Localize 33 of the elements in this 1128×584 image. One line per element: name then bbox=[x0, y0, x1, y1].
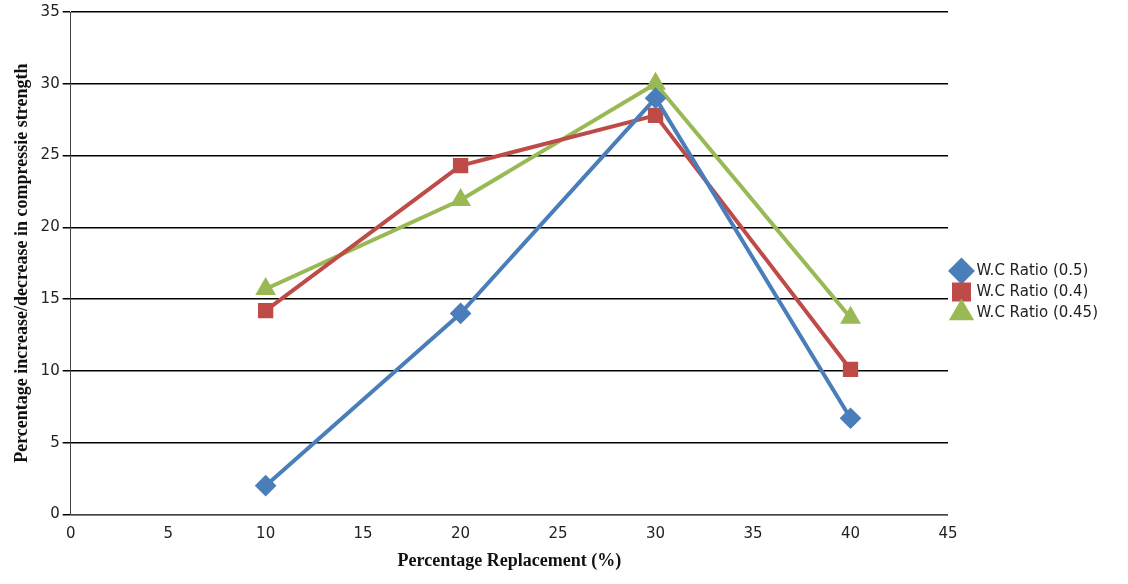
x-tick-label: 0 bbox=[65, 524, 76, 543]
legend-label: W.C Ratio (0.45) bbox=[976, 302, 1099, 321]
x-tick-label: 35 bbox=[743, 524, 763, 543]
y-tick-label: 30 bbox=[40, 73, 60, 92]
legend-label: W.C Ratio (0.5) bbox=[976, 260, 1089, 279]
point bbox=[451, 190, 470, 207]
y-tick-label: 25 bbox=[40, 145, 60, 164]
y-tick-label: 35 bbox=[40, 1, 60, 20]
point bbox=[452, 157, 469, 174]
y-tick-label: 20 bbox=[40, 217, 60, 236]
x-axis-title: Percentage Replacement (%) bbox=[397, 549, 622, 571]
x-tick-label: 30 bbox=[646, 524, 666, 543]
point bbox=[257, 302, 274, 319]
x-tick-label: 15 bbox=[353, 524, 373, 543]
x-tick-label: 25 bbox=[548, 524, 568, 543]
y-tick-label: 10 bbox=[40, 360, 60, 379]
x-tick-label: 45 bbox=[938, 524, 958, 543]
x-tick-label: 10 bbox=[256, 524, 276, 543]
y-tick-label: 15 bbox=[40, 288, 60, 307]
point bbox=[840, 408, 861, 429]
x-tick-label: 40 bbox=[840, 524, 861, 543]
point bbox=[255, 475, 276, 496]
y-tick-label: 0 bbox=[50, 504, 60, 523]
x-tick-label: 20 bbox=[451, 524, 471, 543]
point bbox=[647, 107, 664, 124]
point bbox=[645, 88, 666, 109]
point bbox=[256, 279, 275, 296]
point bbox=[450, 303, 471, 324]
legend-label: W.C Ratio (0.4) bbox=[976, 281, 1089, 300]
point bbox=[842, 361, 859, 378]
x-tick-label: 5 bbox=[163, 524, 173, 543]
y-axis-title: Percentage increase/decrease in compressie strength bbox=[11, 63, 32, 463]
y-tick-label: 5 bbox=[50, 432, 60, 451]
